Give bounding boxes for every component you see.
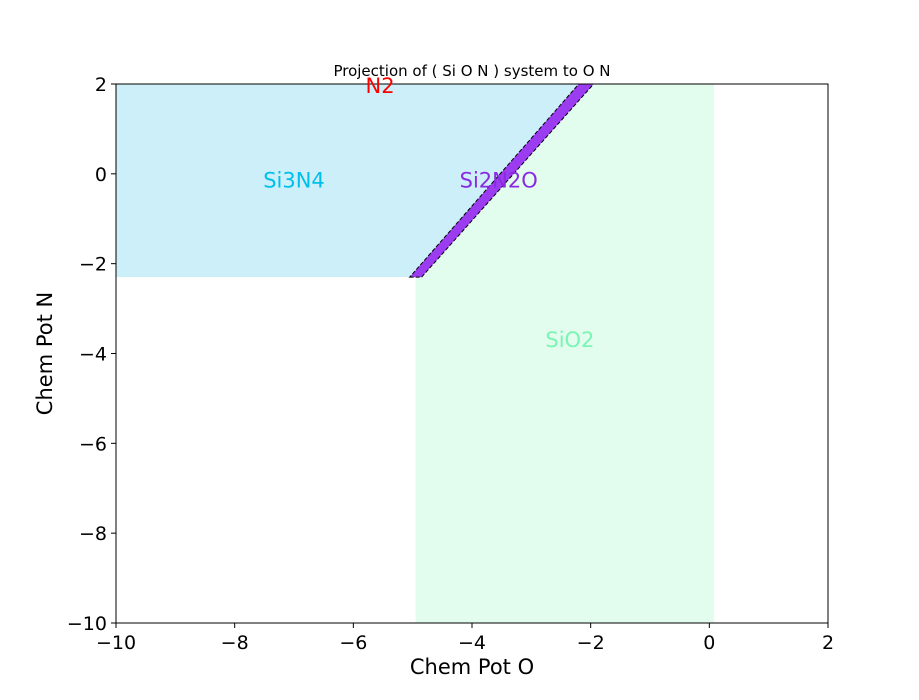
x-tick-label: −4 [458,632,486,654]
y-tick-label: −6 [79,433,107,455]
y-tick-label: 2 [95,74,107,96]
regions-layer [116,83,715,623]
y-tick-label: −4 [79,344,107,366]
y-axis-label: Chem Pot N [33,292,57,415]
region-labels-layer: Si3N4 SiO2 Si2N2O N2 [263,74,594,352]
x-tick-label: 2 [822,632,834,654]
region-sio2 [415,84,715,623]
x-tick-label: −6 [339,632,367,654]
x-tick-label: −8 [221,632,249,654]
region-label-sio2: SiO2 [545,328,594,352]
y-tick-label: −10 [67,613,107,635]
y-tick-label: −2 [79,254,107,276]
region-label-si3n4: Si3N4 [263,169,325,193]
y-tick-label: 0 [95,164,107,186]
x-tick-label: −2 [577,632,605,654]
x-axis: −10 −8 −6 −4 −2 0 2 [96,623,834,654]
x-axis-label: Chem Pot O [410,655,534,679]
region-label-n2: N2 [365,74,394,98]
x-tick-label: −10 [96,632,136,654]
chart-title: Projection of ( Si O N ) system to O N [333,62,610,80]
y-axis: −10 −8 −6 −4 −2 0 2 [67,74,116,635]
y-tick-label: −8 [79,523,107,545]
region-si3n4 [116,84,585,278]
x-tick-label: 0 [703,632,715,654]
region-label-si2n2o: Si2N2O [460,169,538,193]
